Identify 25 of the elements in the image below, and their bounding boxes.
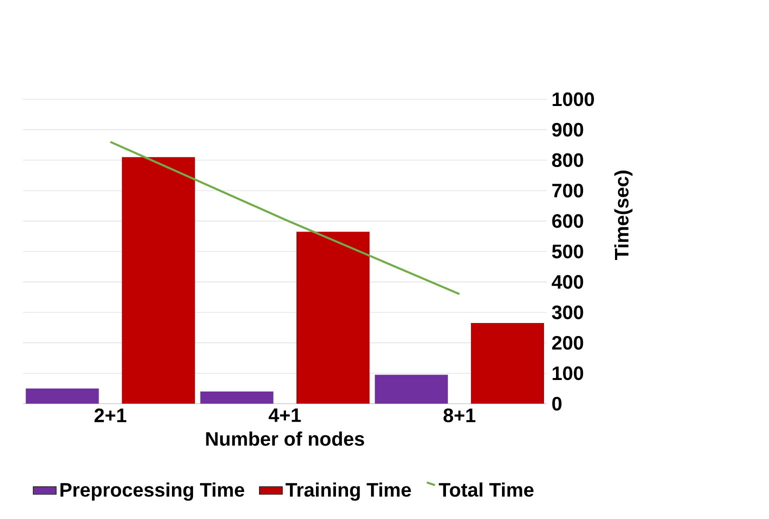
legend-label: Total Time <box>438 482 534 497</box>
y-tick-label: 1000 <box>552 92 594 106</box>
bar <box>200 392 274 404</box>
bar <box>470 323 544 404</box>
x-tick-label: 2+1 <box>94 408 126 422</box>
bar <box>122 157 195 404</box>
y-tick-label: 400 <box>552 275 584 289</box>
y-tick-label: 800 <box>552 153 584 168</box>
y-tick-label: 700 <box>552 184 584 198</box>
y-tick-label: 200 <box>552 336 584 350</box>
x-tick-label: 4+1 <box>268 408 301 422</box>
y-tick-label: 600 <box>552 214 584 228</box>
x-tick-label: 8+1 <box>444 408 476 422</box>
bar <box>374 374 448 404</box>
y-tick-label: 0 <box>552 396 562 411</box>
bar <box>26 388 99 404</box>
y-tick-label: 900 <box>552 122 584 137</box>
y-axis-title: Time(sec) <box>614 170 632 260</box>
legend-label: Preprocessing Time <box>60 482 244 501</box>
bar <box>296 232 370 404</box>
y-tick-label: 300 <box>552 305 584 320</box>
y-tick-label: 500 <box>552 244 584 258</box>
y-tick-label: 100 <box>552 366 584 380</box>
legend-label: Training Time <box>286 482 411 501</box>
x-axis-title: Number of nodes <box>206 432 364 446</box>
